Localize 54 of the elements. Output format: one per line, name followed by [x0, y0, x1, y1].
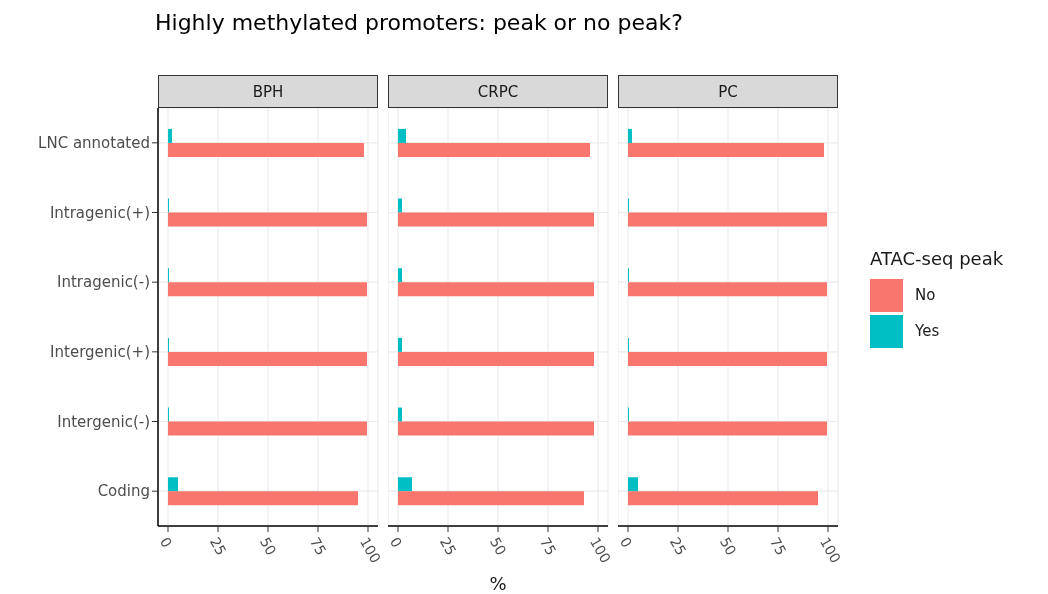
y-tick-label: Intergenic(-)	[57, 412, 150, 431]
y-tick-label: LNC annotated	[38, 134, 150, 153]
bar	[628, 142, 824, 157]
bar	[398, 268, 402, 283]
x-tick-label: 75	[306, 534, 330, 558]
bar	[628, 282, 827, 297]
x-tick-label: 50	[486, 534, 510, 558]
bar	[168, 351, 367, 366]
bar	[168, 282, 367, 297]
bar	[168, 491, 358, 506]
y-tick-label: Intragenic(+)	[49, 203, 150, 222]
bar	[168, 421, 367, 436]
bar	[628, 477, 638, 492]
bar	[168, 142, 364, 157]
bar	[398, 212, 594, 227]
bar	[168, 212, 367, 227]
legend-title: ATAC-seq peak	[870, 248, 1004, 269]
chart-subtitle: CRPC	[477, 82, 519, 101]
bar	[398, 491, 584, 506]
y-tick-label: Coding	[97, 482, 150, 501]
y-tick-label: Intergenic(+)	[50, 343, 150, 362]
bar	[168, 477, 178, 492]
x-tick-label: 25	[666, 534, 690, 558]
chart-subtitle: PC	[718, 82, 738, 101]
x-tick-label: 25	[206, 534, 230, 558]
bar	[628, 491, 818, 506]
x-tick-label: 0	[616, 534, 636, 551]
x-tick-label: 75	[536, 534, 560, 558]
chart-title: Highly methylated promoters: peak or no peak?	[155, 10, 683, 35]
bar	[628, 351, 827, 366]
x-axis-title: %	[489, 573, 507, 594]
x-tick-label: 0	[386, 534, 406, 551]
x-tick-label: 75	[766, 534, 790, 558]
bar	[398, 282, 594, 297]
chart-subtitle: BPH	[252, 82, 284, 101]
legend-label: No	[915, 286, 936, 304]
y-tick-label: Intragenic(-)	[57, 273, 150, 292]
bar	[628, 212, 827, 227]
bar	[168, 128, 172, 143]
bar	[398, 421, 594, 436]
bar	[398, 198, 402, 213]
bar	[628, 421, 827, 436]
bar	[398, 477, 412, 492]
bar	[398, 337, 402, 352]
legend-label: Yes	[915, 322, 940, 340]
x-tick-label: 25	[436, 534, 460, 558]
bar	[398, 142, 590, 157]
x-tick-label: 50	[716, 534, 740, 558]
bar	[398, 128, 406, 143]
bar	[398, 407, 402, 422]
bar	[628, 128, 632, 143]
bar	[398, 351, 594, 366]
x-tick-label: 0	[156, 534, 176, 551]
x-tick-label: 50	[256, 534, 280, 558]
